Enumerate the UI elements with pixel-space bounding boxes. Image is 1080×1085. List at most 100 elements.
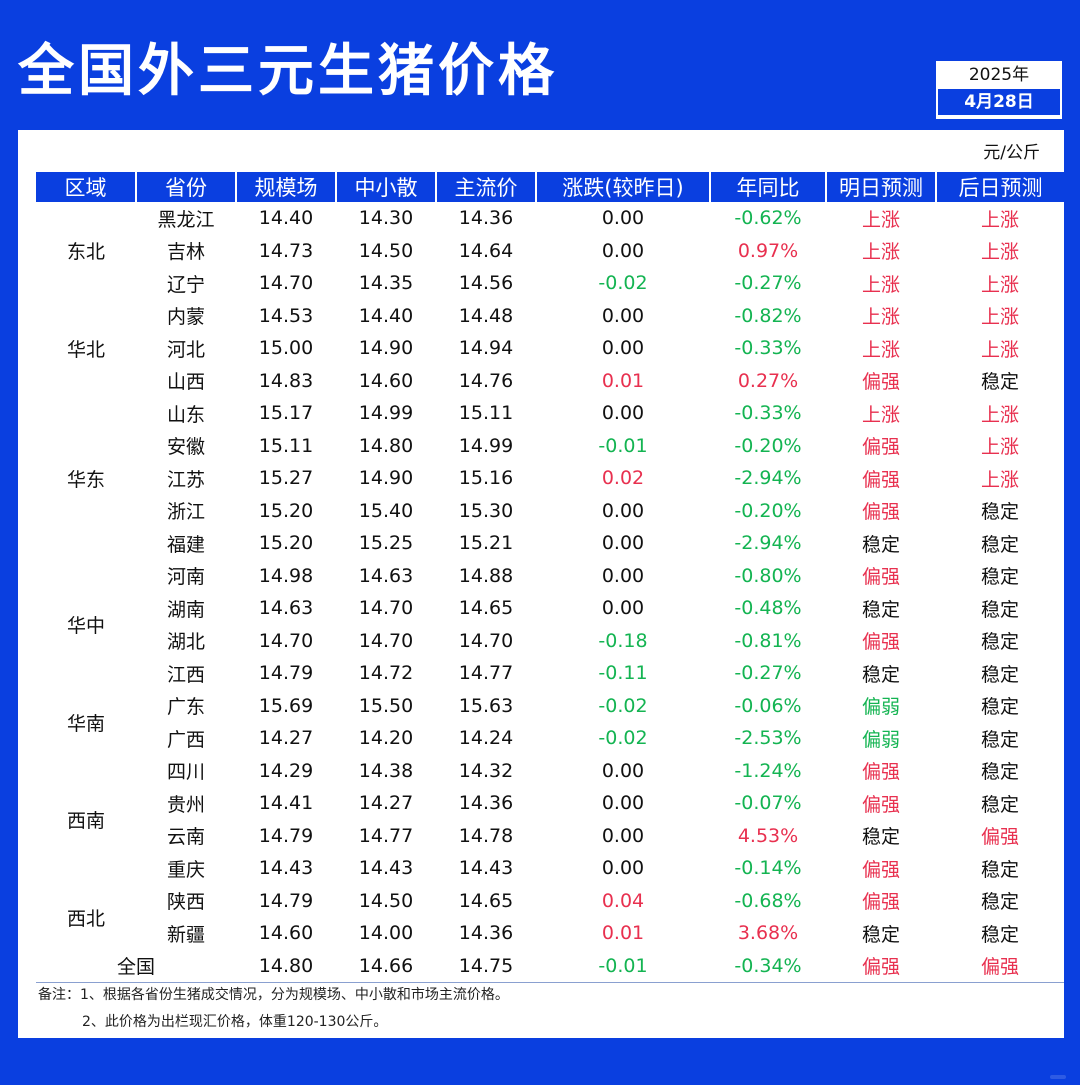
province-cell: 黑龙江: [157, 208, 215, 231]
mainstream-price: 14.76: [458, 369, 514, 392]
scale-farm-price: 14.79: [258, 824, 314, 847]
change-cell: -0.02: [598, 272, 648, 295]
change-cell: 0.00: [601, 564, 645, 587]
small-farm-price: 15.25: [358, 532, 414, 555]
table-row: 江苏 15.27 14.90 15.16 0.02 -2.94% 偏强 上涨: [36, 462, 1064, 495]
province-cell: 广西: [166, 728, 205, 751]
day-after-forecast: 上涨: [980, 468, 1019, 491]
tomorrow-forecast: 稳定: [861, 533, 900, 556]
change-cell: -0.01: [598, 434, 648, 457]
scale-farm-price: 14.98: [258, 564, 314, 587]
tomorrow-forecast: 偏强: [861, 631, 900, 654]
table-row: 浙江 15.20 15.40 15.30 0.00 -0.20% 偏强 稳定: [36, 495, 1064, 528]
mainstream-price: 15.21: [458, 532, 514, 555]
scale-farm-price: 14.79: [258, 889, 314, 912]
mainstream-price: 14.43: [458, 857, 514, 880]
date-year: 2025年: [968, 65, 1030, 85]
scale-farm-price: 14.70: [258, 272, 314, 295]
price-panel: 元/公斤 区域 省份 规模场 中小散 主流价 涨跌(较昨日) 年同比 明日预测 后日预测 东北 黑…: [18, 130, 1064, 1038]
yoy-cell: -1.24%: [734, 759, 802, 782]
table-row: 西南 四川 14.29 14.38 14.32 0.00 -1.24% 偏强 稳定: [36, 755, 1064, 832]
day-after-forecast: 稳定: [980, 858, 1019, 881]
tomorrow-forecast: 上涨: [861, 241, 900, 264]
yoy-cell: -0.06%: [734, 694, 802, 717]
day-after-forecast: 稳定: [980, 598, 1019, 621]
yoy-cell: -0.27%: [734, 272, 802, 295]
price-table: 区域 省份 规模场 中小散 主流价 涨跌(较昨日) 年同比 明日预测 后日预测 东北 黑龙江 14.…: [36, 172, 1064, 983]
province-cell: 湖南: [166, 598, 205, 621]
date-box: 2025年 4月28日: [935, 60, 1063, 120]
scale-farm-price: 14.80: [236, 949, 336, 983]
mainstream-price: 14.65: [458, 597, 514, 620]
table-row: 湖南 14.63 14.70 14.65 0.00 -0.48% 稳定 稳定: [36, 592, 1064, 625]
small-farm-price: 15.50: [358, 694, 414, 717]
province-cell: 内蒙: [166, 306, 205, 329]
scale-farm-price: 14.73: [258, 239, 314, 262]
day-after-forecast: 稳定: [980, 533, 1019, 556]
mainstream-price: 15.16: [458, 467, 514, 490]
change-cell: 0.00: [601, 207, 645, 230]
date-day: 4月28日: [938, 89, 1060, 115]
scale-farm-price: 14.83: [258, 369, 314, 392]
mainstream-price: 15.30: [458, 499, 514, 522]
scale-farm-price: 15.17: [258, 402, 314, 425]
change-cell: 0.02: [601, 467, 645, 490]
province-cell: 山东: [166, 403, 205, 426]
change-cell: -0.02: [598, 694, 648, 717]
mainstream-price: 14.75: [436, 949, 536, 983]
tomorrow-forecast: 偏强: [861, 858, 900, 881]
change-cell: 0.01: [601, 369, 645, 392]
change-cell: 0.00: [601, 304, 645, 327]
small-farm-price: 14.70: [358, 629, 414, 652]
province-cell: 福建: [166, 533, 205, 556]
scale-farm-price: 15.27: [258, 467, 314, 490]
yoy-cell: 3.68%: [737, 922, 799, 945]
yoy-cell: -0.82%: [734, 304, 802, 327]
tomorrow-forecast: 上涨: [861, 403, 900, 426]
day-after-forecast: 上涨: [980, 436, 1019, 459]
watermark: [1050, 1075, 1066, 1079]
change-cell: -0.01: [536, 949, 710, 983]
yoy-cell: -0.33%: [734, 337, 802, 360]
yoy-cell: -0.48%: [734, 597, 802, 620]
tomorrow-forecast: 偏弱: [861, 696, 900, 719]
tomorrow-forecast: 偏强: [861, 468, 900, 491]
tomorrow-forecast: 稳定: [861, 923, 900, 946]
small-farm-price: 14.99: [358, 402, 414, 425]
day-after-forecast: 偏强: [980, 826, 1019, 849]
column-header: 中小散: [335, 172, 436, 202]
note-1: 备注：1、根据各省份生猪成交情况，分为规模场、中小散和市场主流价格。: [38, 987, 509, 1003]
mainstream-price: 14.36: [458, 792, 514, 815]
scale-farm-price: 15.20: [258, 499, 314, 522]
day-after-forecast: 稳定: [980, 371, 1019, 394]
change-cell: -0.11: [598, 662, 648, 685]
mainstream-price: 14.77: [458, 662, 514, 685]
day-after-forecast: 上涨: [980, 208, 1019, 231]
day-after-forecast: 稳定: [980, 761, 1019, 784]
province-cell: 云南: [166, 826, 205, 849]
mainstream-price: 14.65: [458, 889, 514, 912]
day-after-forecast: 上涨: [980, 306, 1019, 329]
region-cell: 华东: [66, 468, 105, 491]
table-row: 华北 内蒙 14.53 14.40 14.48 0.00 -0.82% 上涨 上涨: [36, 300, 1064, 361]
scale-farm-price: 14.79: [258, 662, 314, 685]
change-cell: 0.00: [601, 597, 645, 620]
yoy-cell: -0.62%: [734, 207, 802, 230]
tomorrow-forecast: 偏强: [861, 566, 900, 589]
yoy-cell: -0.20%: [734, 499, 802, 522]
table-row: 河北 15.00 14.90 14.94 0.00 -0.33% 上涨 上涨: [36, 332, 1064, 365]
yoy-cell: -0.07%: [734, 792, 802, 815]
yoy-cell: -0.14%: [734, 857, 802, 880]
mainstream-price: 15.11: [458, 402, 514, 425]
scale-farm-price: 14.43: [258, 857, 314, 880]
change-cell: 0.00: [601, 792, 645, 815]
province-cell: 陕西: [166, 891, 205, 914]
day-after-forecast: 上涨: [980, 338, 1019, 361]
yoy-cell: 0.97%: [737, 239, 799, 262]
day-after-forecast: 上涨: [980, 273, 1019, 296]
tomorrow-forecast: 偏强: [861, 501, 900, 524]
tomorrow-forecast: 偏强: [826, 949, 936, 983]
page-title: 全国外三元生猪价格: [18, 39, 558, 104]
change-cell: 0.00: [601, 402, 645, 425]
scale-farm-price: 15.20: [258, 532, 314, 555]
